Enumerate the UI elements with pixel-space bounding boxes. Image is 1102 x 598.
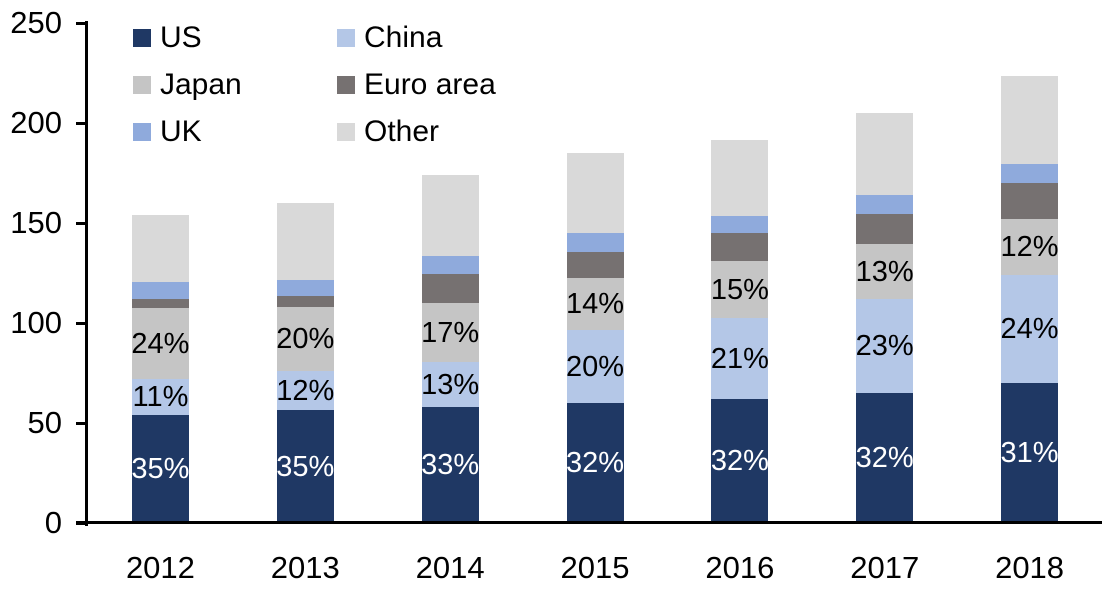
- segment-other-2013: [276, 203, 334, 280]
- segment-us-2017: [856, 393, 914, 523]
- y-tick-150: [76, 221, 85, 225]
- segment-euro-area-2013: [276, 296, 334, 307]
- legend-swatch-china: [337, 29, 355, 47]
- segment-uk-2016: [711, 216, 769, 233]
- segment-china-2014: [421, 362, 479, 407]
- y-tick-200: [76, 121, 85, 125]
- x-tick-label-2017: 2017: [850, 550, 920, 585]
- segment-other-2016: [711, 140, 769, 216]
- legend-swatch-other: [337, 123, 355, 141]
- segment-label-japan-2013: 20%: [276, 323, 335, 355]
- segment-china-2013: [276, 371, 334, 410]
- x-tick-label-2016: 2016: [705, 550, 775, 585]
- segment-japan-2016: [711, 261, 769, 318]
- segment-label-china-2017: 23%: [855, 330, 914, 362]
- segment-label-china-2018: 24%: [1000, 313, 1059, 345]
- y-tick-100: [76, 321, 85, 325]
- segment-uk-2017: [856, 195, 914, 214]
- segment-uk-2012: [131, 282, 189, 299]
- segment-label-china-2016: 21%: [710, 342, 769, 375]
- segment-label-japan-2017: 13%: [855, 255, 914, 288]
- segment-japan-2017: [856, 244, 914, 299]
- x-tick-label-2014: 2014: [415, 550, 485, 585]
- segment-china-2017: [856, 299, 914, 393]
- legend-swatch-euro-area: [337, 76, 355, 94]
- segment-us-2013: [276, 410, 334, 523]
- segment-label-china-2014: 13%: [421, 368, 480, 401]
- segment-euro-area-2014: [421, 274, 479, 303]
- y-tick-label-100: 100: [10, 305, 62, 340]
- segment-us-2016: [711, 399, 769, 523]
- segment-label-china-2013: 12%: [276, 374, 335, 407]
- segment-japan-2015: [566, 278, 624, 330]
- legend-label-us: US: [160, 21, 202, 54]
- segment-label-us-2016: 32%: [710, 445, 769, 477]
- segment-uk-2013: [276, 280, 334, 296]
- y-tick-label-150: 150: [10, 205, 62, 240]
- segment-label-us-2018: 31%: [1000, 437, 1059, 469]
- segment-us-2012: [131, 415, 189, 523]
- segment-other-2015: [566, 153, 624, 233]
- segment-euro-area-2016: [711, 233, 769, 261]
- y-tick-label-200: 200: [10, 105, 62, 140]
- x-tick-label-2013: 2013: [270, 550, 340, 585]
- segment-label-japan-2015: 14%: [565, 288, 625, 320]
- segment-euro-area-2015: [566, 252, 624, 278]
- y-tick-label-0: 0: [44, 505, 62, 540]
- segment-label-us-2014: 33%: [421, 449, 480, 481]
- legend-label-japan: Japan: [160, 68, 242, 101]
- segment-us-2018: [1001, 383, 1059, 523]
- x-tick-label-2012: 2012: [125, 550, 195, 585]
- segment-us-2015: [566, 403, 624, 523]
- segment-label-china-2015: 20%: [565, 350, 625, 383]
- segment-uk-2018: [1001, 164, 1059, 183]
- segment-us-2014: [421, 407, 479, 523]
- segment-label-us-2013: 35%: [276, 450, 335, 483]
- segment-china-2015: [566, 330, 624, 403]
- segment-china-2018: [1001, 275, 1059, 383]
- segment-label-china-2012: 11%: [132, 381, 189, 413]
- legend-swatch-us: [133, 29, 151, 47]
- x-tick-label-2018: 2018: [995, 550, 1065, 585]
- segment-china-2016: [711, 318, 769, 399]
- segment-other-2012: [131, 215, 189, 282]
- legend-swatch-uk: [133, 123, 151, 141]
- segment-label-japan-2012: 24%: [131, 327, 190, 360]
- segment-japan-2014: [421, 303, 479, 362]
- legend-label-uk: UK: [160, 115, 202, 148]
- y-tick-label-50: 50: [27, 405, 62, 440]
- segment-label-japan-2016: 15%: [710, 273, 769, 306]
- segment-label-us-2012: 35%: [131, 453, 190, 485]
- x-axis-line: [76, 521, 1102, 524]
- segment-other-2017: [856, 113, 914, 195]
- segment-japan-2018: [1001, 219, 1059, 275]
- segment-label-us-2015: 32%: [565, 447, 625, 479]
- segment-uk-2015: [566, 233, 624, 252]
- segment-label-us-2017: 32%: [855, 442, 914, 474]
- x-tick-label-2015: 2015: [560, 550, 630, 585]
- segment-euro-area-2017: [856, 214, 914, 244]
- y-tick-250: [76, 21, 85, 25]
- legend-swatch-japan: [133, 76, 151, 94]
- segment-label-japan-2018: 12%: [1000, 231, 1059, 263]
- legend-label-other: Other: [364, 115, 440, 148]
- segment-euro-area-2012: [131, 299, 189, 308]
- y-tick-label-250: 250: [10, 5, 62, 40]
- segment-label-japan-2014: 17%: [421, 316, 480, 349]
- segment-japan-2012: [131, 308, 189, 379]
- segment-other-2018: [1001, 76, 1059, 164]
- y-tick-50: [76, 421, 85, 425]
- y-axis-line: [85, 21, 88, 526]
- segment-japan-2013: [276, 307, 334, 371]
- segment-uk-2014: [421, 256, 479, 274]
- segment-other-2014: [421, 175, 479, 256]
- legend-label-china: China: [364, 21, 443, 54]
- legend-label-euro-area: Euro area: [364, 68, 496, 101]
- segment-china-2012: [131, 379, 189, 415]
- segment-euro-area-2018: [1001, 183, 1059, 219]
